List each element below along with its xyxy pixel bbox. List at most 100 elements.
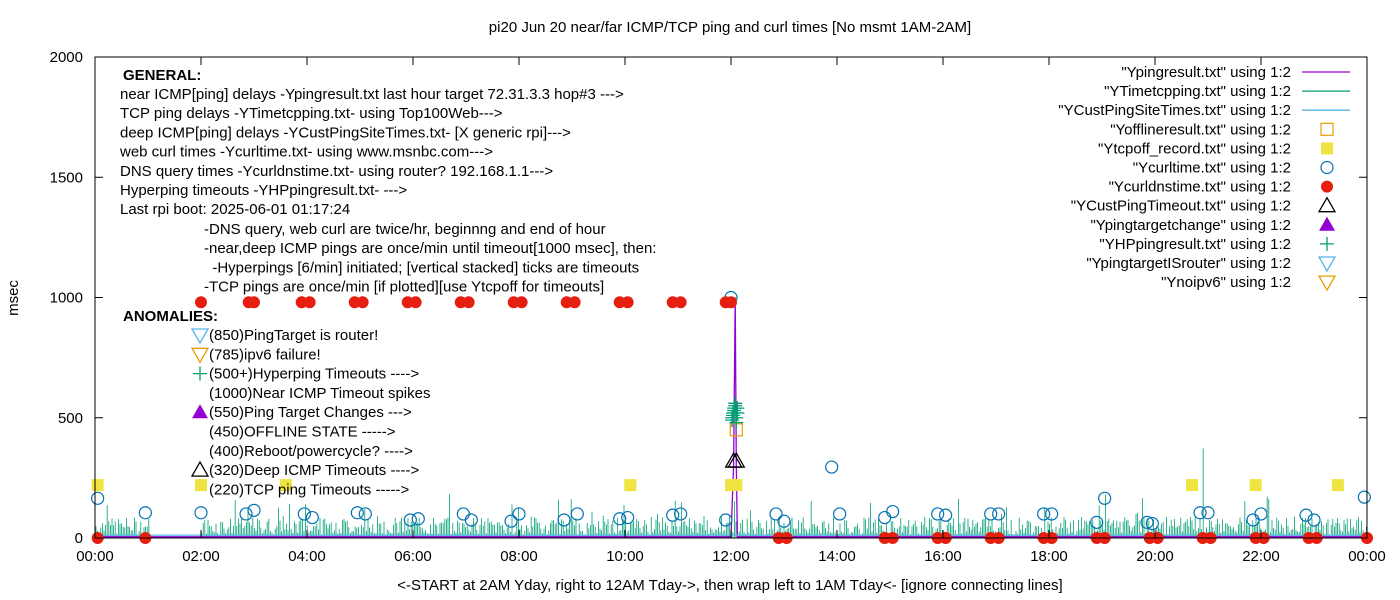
data-point [1045,507,1059,521]
data-point [728,398,743,413]
data-point [91,491,105,505]
data-point [769,507,783,521]
y-tick-label: 0 [75,530,83,547]
data-point [195,479,207,492]
legend-marker [1317,256,1337,273]
legend-label: "YCustPingSiteTimes.txt" using 1:2 [1058,102,1291,119]
general-line: Hyperping timeouts -YHPpingresult.txt- -… [120,182,407,199]
legend-marker [1317,275,1337,292]
legend-label: "Ypingresult.txt" using 1:2 [1121,64,1291,81]
note-line: -DNS query, web curl are twice/hr, begin… [204,221,606,238]
x-tick-label: 08:00 [500,548,538,565]
data-point [1307,513,1321,527]
legend-label: "YpingtargetISrouter" using 1:2 [1086,255,1291,272]
x-tick-label: 10:00 [606,548,644,565]
series-5 [91,290,1371,531]
data-point [1331,479,1344,492]
x-tick-label: 00:00 [1348,548,1386,565]
x-tick-label: 18:00 [1030,548,1068,565]
anomaly-marker [190,460,210,477]
x-tick-label: 06:00 [394,548,432,565]
data-point [1145,516,1159,531]
data-point [1037,507,1051,521]
x-tick-label: 20:00 [1136,548,1174,565]
data-point [462,296,475,309]
data-point [939,508,953,522]
legend-marker [1320,122,1334,136]
data-point [674,296,687,309]
anomaly-line: (400)Reboot/powercycle? ----> [209,443,413,460]
note-line: -near,deep ICMP pings are once/min until… [204,240,656,257]
y-axis-label: msec [5,280,22,316]
data-point [248,296,260,309]
data-point [557,513,571,527]
legend-label: "Ycurltime.txt" using 1:2 [1133,160,1291,177]
legend-label: "Ypingtargetchange" using 1:2 [1090,217,1291,234]
data-point [464,513,478,527]
data-point [1299,508,1313,522]
anomaly-line: (500+)Hyperping Timeouts ----> [209,366,419,383]
y-tick-label: 1500 [50,169,83,186]
anomalies-header: ANOMALIES: [123,308,218,325]
data-point [931,507,945,521]
legend-label: "Ynoipv6" using 1:2 [1161,274,1291,291]
x-tick-label: 22:00 [1242,548,1280,565]
anomaly-line: (450)OFFLINE STATE -----> [209,424,396,441]
data-point [621,296,634,309]
anomaly-marker [190,347,210,364]
data-point [833,507,847,521]
data-point [504,514,518,528]
anomaly-marker [192,404,208,419]
data-point [725,296,737,309]
data-point [568,296,581,309]
anomaly-line: (220)TCP ping Timeouts -----> [209,481,409,498]
general-line: TCP ping delays -YTimetcpping.txt- using… [120,105,503,122]
y-tick-label: 2000 [50,49,83,66]
data-point [512,507,526,521]
axes: 0 500 1000 1500 2000 00:00 02:00 04:00 06:00 08:0… [50,49,1386,565]
data-point [886,504,900,519]
data-point [358,507,372,521]
general-header: GENERAL: [123,67,201,84]
legend-marker [1320,236,1334,251]
anomaly-line: (1000)Near ICMP Timeout spikes [209,385,430,402]
data-point [624,479,637,492]
anomaly-line: (550)Ping Target Changes ---> [209,404,412,421]
legend: "Ypingresult.txt" using 1:2 "YTimetcpping… [1058,64,1350,292]
anomaly-marker [190,328,210,345]
data-point [297,507,311,521]
data-point [1140,515,1154,529]
annotations: GENERAL: near ICMP[ping] delays -Ypingres… [119,67,656,498]
anomaly-line: (320)Deep ICMP Timeouts ----> [209,462,419,479]
data-point [1201,506,1215,520]
data-point [411,512,425,526]
data-point [878,510,892,525]
anomaly-line: (785)ipv6 failure! [209,346,321,363]
data-point [515,296,528,309]
anomaly-line: (850)PingTarget is router! [209,327,378,344]
general-line: deep ICMP[ping] delays -YCustPingSiteTim… [120,124,571,141]
data-point [409,296,422,309]
legend-label: "YHPpingresult.txt" using 1:2 [1099,236,1291,253]
data-point [1098,491,1112,505]
data-point [279,479,292,492]
x-tick-label: 12:00 [712,548,750,565]
note-line: -Hyperpings [6/min] initiated; [vertical… [204,259,639,276]
general-line: DNS query times -Ycurldnstime.txt- using… [120,163,553,180]
general-line: Last rpi boot: 2025-06-01 01:17:24 [120,201,350,218]
data-point [570,507,584,521]
data-point [777,514,791,528]
data-point [719,513,733,527]
x-tick-label: 00:00 [76,548,114,565]
legend-label: "YCustPingTimeout.txt" using 1:2 [1071,198,1291,215]
data-point [356,296,369,309]
legend-marker [1321,180,1333,193]
data-point [247,503,261,517]
data-point [195,296,207,309]
data-point [992,507,1006,521]
data-point [621,510,635,525]
legend-marker [1317,196,1337,213]
data-point [729,410,744,425]
data-point [730,401,745,416]
